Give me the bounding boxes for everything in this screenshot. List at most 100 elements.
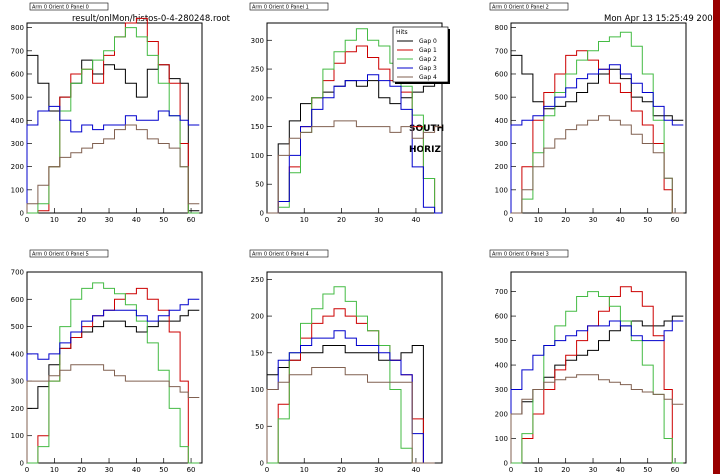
x-tick-label: 40 [132, 466, 141, 474]
panel-chart-0: Arm 0 Orient 0 Panel 0010020030040050060… [11, 2, 203, 224]
series-line [267, 120, 442, 214]
series-line [26, 54, 200, 213]
x-tick-label: 20 [337, 216, 346, 224]
series-line [267, 308, 435, 464]
x-tick-label: 50 [159, 466, 168, 474]
panel-chart-4: Arm 0 Orient 0 Panel 4 0 50 100 150 200 250 0 10… [249, 249, 443, 474]
y-tick-label: 0 [260, 460, 264, 468]
panel-title-box [249, 249, 329, 258]
panel-title-text: Arm 0 Orient 0 Panel 1 [252, 5, 309, 11]
x-tick-label: 10 [534, 216, 543, 224]
y-tick-label: 0 [20, 210, 24, 218]
y-tick-label: 400 [11, 117, 24, 125]
y-tick-label: 600 [11, 296, 24, 304]
x-tick-label: 0 [25, 466, 29, 474]
y-tick-label: 300 [11, 140, 24, 148]
legend-entry: Gap 0 [419, 38, 437, 45]
series-line [266, 367, 435, 464]
legend-entry: Gap 4 [419, 74, 437, 81]
x-tick-label: 10 [50, 466, 59, 474]
legend-box [392, 26, 449, 83]
y-tick-label: 100 [11, 432, 24, 440]
legend-entry: Gap 1 [419, 47, 437, 54]
panel-title-2: Arm 0 Orient 0 Panel 2 [489, 2, 569, 11]
legend: Hits Gap 0 Gap 1 Gap 2 Gap 3 Gap 4 [392, 26, 450, 84]
panel-title-text: Arm 0 Orient 0 Panel 2 [492, 5, 549, 11]
filename-header: result/onlMon/histos-0-4-280248.root [72, 14, 231, 24]
panel-title-box [249, 2, 329, 11]
x-tick-label: 30 [374, 466, 383, 474]
x-tick-label: 10 [50, 216, 59, 224]
y-tick-label: 300 [11, 378, 24, 386]
series-line [26, 105, 200, 213]
x-tick-label: 20 [77, 466, 86, 474]
panel-chart-3: Arm 0 Orient 0 Panel 5010020030040050060… [11, 249, 203, 474]
panel-title-box [29, 2, 109, 11]
plot-area: Arm 0 Orient 0 Panel 0010020030040050060… [11, 2, 687, 474]
annotation-horiz: HORIZ [409, 145, 441, 155]
y-tick-label: 700 [11, 269, 24, 277]
x-tick-label: 40 [411, 466, 420, 474]
series-line [510, 54, 684, 213]
y-tick-label: 600 [11, 70, 24, 78]
y-tick-label: 700 [495, 288, 508, 296]
y-tick-label: 200 [251, 94, 264, 102]
panel-title-text: Arm 0 Orient 0 Panel 0 [32, 5, 89, 11]
y-tick-label: 100 [495, 186, 508, 194]
panel-title-text: Arm 0 Orient 0 Panel 3 [492, 252, 549, 258]
panel-chart-5: Arm 0 Orient 0 Panel 3010020030040050060… [489, 249, 687, 474]
x-tick-label: 0 [509, 216, 513, 224]
x-tick-label: 40 [411, 216, 420, 224]
legend-entry: Gap 3 [419, 65, 437, 72]
panel-chart-2: Arm 0 Orient 0 Panel 2010020030040050060… [489, 2, 687, 224]
legend-title: Hits [396, 29, 408, 36]
x-tick-label: 50 [159, 216, 168, 224]
y-tick-label: 0 [260, 210, 264, 218]
annotation-south: SOUTH [409, 124, 444, 134]
series-line [511, 115, 684, 214]
panel-chart-1: Arm 0 Orient 0 Panel 1050100150200250300… [249, 2, 450, 224]
plot-frame [510, 271, 687, 464]
y-tick-label: 200 [495, 411, 508, 419]
series-line [511, 31, 684, 214]
panel-title-text: Arm 0 Orient 0 Panel 5 [32, 252, 89, 258]
datetime-header: Mon Apr 13 15:25:49 2009 [604, 14, 718, 24]
x-tick-label: 60 [187, 466, 196, 474]
y-tick-label: 300 [495, 140, 508, 148]
series-line [267, 74, 442, 214]
x-tick-label: 10 [534, 466, 543, 474]
y-tick-label: 150 [251, 123, 264, 131]
y-tick-label: 0 [20, 460, 24, 468]
x-tick-label: 0 [265, 216, 269, 224]
x-tick-label: 20 [337, 466, 346, 474]
x-tick-label: 20 [561, 466, 570, 474]
y-tick-label: 0 [504, 460, 508, 468]
y-tick-label: 500 [11, 323, 24, 331]
y-tick-label: 300 [251, 37, 264, 45]
panel-title-box [489, 2, 569, 11]
y-tick-label: 200 [251, 313, 264, 321]
y-tick-label: 800 [11, 24, 24, 32]
panel-title-5: Arm 0 Orient 0 Panel 3 [489, 249, 569, 258]
x-tick-label: 0 [509, 466, 513, 474]
y-tick-label: 200 [11, 405, 24, 413]
x-tick-label: 0 [265, 466, 269, 474]
x-tick-label: 30 [589, 216, 598, 224]
x-tick-label: 60 [671, 216, 680, 224]
x-tick-label: 10 [300, 216, 309, 224]
y-tick-label: 50 [255, 423, 264, 431]
panel-title-text: Arm 0 Orient 0 Panel 4 [252, 252, 309, 258]
y-tick-label: 400 [495, 362, 508, 370]
y-tick-label: 100 [251, 386, 264, 394]
legend-entry: Gap 2 [419, 56, 437, 63]
x-tick-label: 20 [561, 216, 570, 224]
y-tick-label: 100 [251, 152, 264, 160]
plot-frame [266, 22, 443, 214]
y-tick-label: 0 [504, 210, 508, 218]
x-tick-label: 60 [671, 466, 680, 474]
x-tick-label: 50 [643, 216, 652, 224]
panel-title-3: Arm 0 Orient 0 Panel 5 [29, 249, 109, 258]
series-line [510, 374, 684, 463]
y-tick-label: 500 [495, 337, 508, 345]
right-border [713, 0, 720, 474]
